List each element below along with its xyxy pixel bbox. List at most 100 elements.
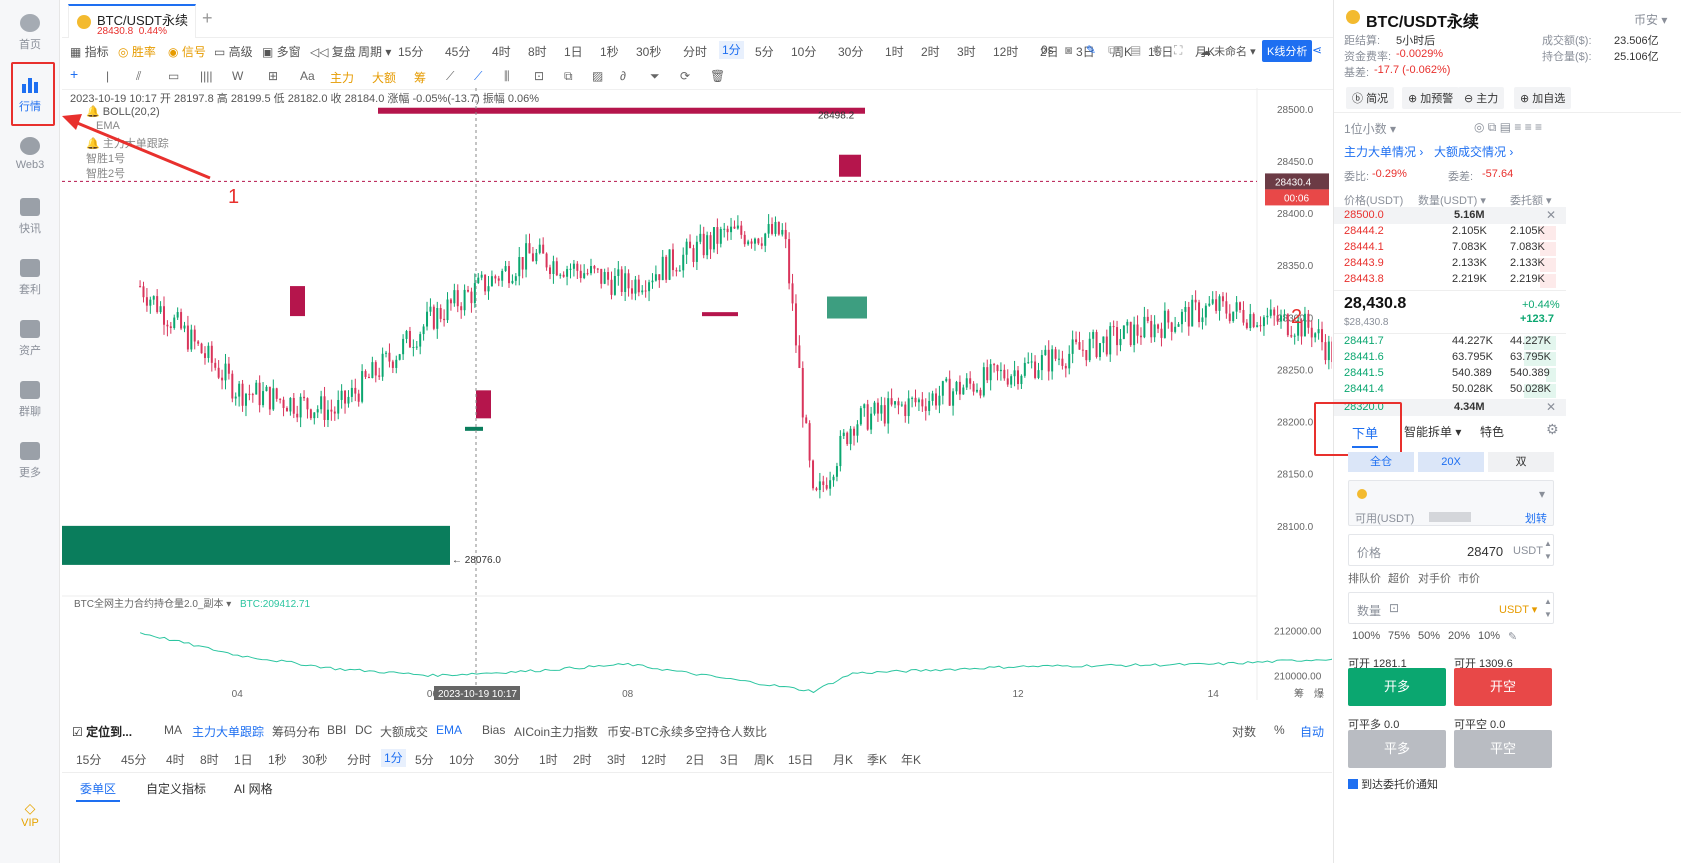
orderbook-row[interactable]: 28443.9 2.133K 2.133K bbox=[1334, 257, 1556, 273]
smart1-label[interactable]: 智胜1号 bbox=[86, 153, 126, 165]
advanced-button[interactable]: ▭ 高级 bbox=[214, 45, 253, 59]
kline-analysis-button[interactable]: K线分析 bbox=[1262, 40, 1313, 62]
popout-icon[interactable]: ⧉ bbox=[1108, 43, 1117, 57]
candle-icon[interactable]: ⫼ bbox=[504, 69, 510, 83]
measure-icon[interactable]: ⊞ bbox=[268, 69, 279, 83]
price-chart[interactable]: 28500.0 28450.0 28400.0 28350.0 28300.0 28250… bbox=[62, 88, 1332, 700]
ind-ma[interactable]: MA bbox=[164, 723, 182, 737]
account-select[interactable]: ▾ 可用(USDT) 划转 bbox=[1348, 480, 1554, 526]
over-price-option[interactable]: 超价 bbox=[1388, 573, 1410, 585]
bottom-interval-12[interactable]: 1时 bbox=[539, 753, 558, 767]
bottom-interval-10[interactable]: 10分 bbox=[449, 753, 475, 767]
chip-tool[interactable]: 筹 bbox=[414, 71, 427, 85]
open-short-button[interactable]: 开空 bbox=[1454, 668, 1552, 706]
bottom-interval-21[interactable]: 季K bbox=[867, 753, 888, 767]
copy-icon[interactable]: ⧉ bbox=[564, 69, 573, 83]
crosshair-icon[interactable]: + bbox=[70, 66, 79, 82]
interval-17[interactable]: 3日 bbox=[1076, 45, 1095, 59]
locate-button[interactable]: ☑ 定位到... bbox=[72, 725, 133, 739]
bigorder-tool[interactable]: 大额 bbox=[372, 71, 397, 85]
bottom-interval-15[interactable]: 12时 bbox=[641, 753, 667, 767]
ind-bigtrade[interactable]: 大额成交 bbox=[380, 725, 429, 739]
log-scale-toggle[interactable]: 对数 bbox=[1232, 725, 1257, 739]
interval-12[interactable]: 1时 bbox=[885, 45, 904, 59]
bottom-interval-20[interactable]: 月K bbox=[833, 753, 854, 767]
stepper-icon[interactable]: ▲ ▼ bbox=[1544, 539, 1552, 561]
ema-label[interactable]: EMA bbox=[96, 120, 120, 132]
ind-dc[interactable]: DC bbox=[355, 723, 373, 737]
trash-icon[interactable]: 🗑 bbox=[710, 69, 726, 83]
bottom-interval-2[interactable]: 4时 bbox=[166, 753, 185, 767]
tab-special[interactable]: 特色 bbox=[1480, 425, 1505, 439]
price-value[interactable]: 28470 bbox=[1467, 544, 1504, 559]
replay-button[interactable]: ◁◁ 复盘 bbox=[310, 45, 356, 59]
interval-11[interactable]: 30分 bbox=[838, 45, 864, 59]
lock-icon[interactable]: ⊡ bbox=[534, 69, 545, 83]
rectangle-icon[interactable]: ▭ bbox=[168, 69, 180, 83]
orderbook-row[interactable]: 28443.8 2.219K 2.219K bbox=[1334, 273, 1556, 289]
quantity-input[interactable]: 数量 ⊡ USDT ▾ ▲ ▼ bbox=[1348, 592, 1554, 624]
close-icon[interactable]: ✕ bbox=[1546, 400, 1557, 414]
interval-7[interactable]: 分时 bbox=[683, 45, 708, 59]
tab-orders[interactable]: 委单区 bbox=[76, 780, 121, 802]
nav-arbitrage[interactable]: 套利 bbox=[0, 259, 60, 297]
ob-head-amount[interactable]: 委托额 ▾ bbox=[1510, 195, 1552, 207]
ind-ema[interactable]: EMA bbox=[436, 723, 463, 737]
period-dropdown[interactable]: 周期 ▾ bbox=[358, 45, 392, 59]
bottom-interval-13[interactable]: 2时 bbox=[573, 753, 592, 767]
interval-15[interactable]: 12时 bbox=[993, 45, 1019, 59]
bottom-interval-7[interactable]: 分时 bbox=[347, 753, 372, 767]
interval-5[interactable]: 1秒 bbox=[600, 45, 619, 59]
bottom-interval-22[interactable]: 年K bbox=[901, 753, 922, 767]
nav-more[interactable]: 更多 bbox=[0, 442, 60, 480]
camera-icon[interactable]: ◙ bbox=[1065, 43, 1073, 57]
settings-gear-icon[interactable]: ⚙ bbox=[1546, 421, 1559, 437]
interval-18[interactable]: 周K bbox=[1112, 45, 1133, 59]
settings-gear-icon[interactable]: ⚙ bbox=[1152, 43, 1163, 57]
bottom-interval-5[interactable]: 1秒 bbox=[268, 753, 287, 767]
interval-8[interactable]: 1分 bbox=[719, 41, 744, 59]
orderbook-row[interactable]: 28441.5 540.389 540.389 bbox=[1334, 367, 1556, 383]
ind-bias[interactable]: Bias bbox=[482, 723, 506, 737]
ob-head-qty[interactable]: 数量(USDT) ▾ bbox=[1418, 195, 1486, 207]
interval-13[interactable]: 2时 bbox=[921, 45, 940, 59]
fib-icon[interactable]: |||| bbox=[200, 69, 213, 83]
wave-icon[interactable]: W bbox=[232, 69, 244, 83]
interval-16[interactable]: 2日 bbox=[1040, 45, 1059, 59]
interval-3[interactable]: 8时 bbox=[528, 45, 547, 59]
nav-web3[interactable]: Web3 bbox=[0, 137, 60, 171]
edit-icon[interactable]: ✎ bbox=[1508, 631, 1518, 643]
interval-10[interactable]: 10分 bbox=[791, 45, 817, 59]
notify-checkbox[interactable]: 到达委托价通知 bbox=[1348, 776, 1438, 792]
ind-bbi[interactable]: BBI bbox=[327, 723, 347, 737]
counter-price-option[interactable]: 对手价 bbox=[1418, 573, 1451, 585]
filter-icon[interactable]: ⏷ bbox=[650, 69, 660, 83]
sync-icon[interactable]: ⟳ bbox=[680, 69, 691, 83]
summary-button[interactable]: ⓑ 简况 bbox=[1346, 87, 1395, 109]
market-price-option[interactable]: 市价 bbox=[1458, 573, 1480, 585]
bottom-interval-1[interactable]: 45分 bbox=[121, 753, 147, 767]
alert-button[interactable]: ⊕ 加预警 bbox=[1402, 87, 1460, 109]
tab-custom-indicator[interactable]: 自定义指标 bbox=[146, 782, 207, 796]
price-input[interactable]: 价格 28470 USDT ▲ ▼ bbox=[1348, 534, 1554, 566]
auto-toggle[interactable]: 自动 bbox=[1300, 725, 1325, 739]
text-tool[interactable]: Aa bbox=[300, 69, 315, 83]
interval-19[interactable]: 15日 bbox=[1148, 45, 1174, 59]
tab-ai-grid[interactable]: AI 网格 bbox=[234, 782, 273, 796]
indicator-button[interactable]: ▦ 指标 bbox=[70, 45, 109, 59]
mainforce-orders-link[interactable]: 主力大单情况 › bbox=[1344, 145, 1424, 159]
nav-vip[interactable]: ◇ VIP bbox=[0, 800, 60, 829]
ask-big-row[interactable]: 28500.0 5.16M ✕ bbox=[1334, 207, 1566, 224]
ruler-icon[interactable]: ⟋ bbox=[446, 69, 455, 83]
interval-1[interactable]: 45分 bbox=[445, 45, 471, 59]
leverage-button[interactable]: 20X bbox=[1418, 452, 1484, 472]
bottom-interval-4[interactable]: 1日 bbox=[234, 753, 253, 767]
tab-smart-split[interactable]: 智能拆单 ▾ bbox=[1404, 425, 1462, 439]
bottom-interval-8[interactable]: 1分 bbox=[381, 749, 406, 767]
bottom-interval-11[interactable]: 30分 bbox=[494, 753, 520, 767]
close-short-button[interactable]: 平空 bbox=[1454, 730, 1552, 768]
pen-icon[interactable]: ✎ bbox=[1086, 43, 1097, 57]
orderbook-tools[interactable]: ◎ ⧉ ▤ ≡ ≡ ≡ bbox=[1474, 120, 1543, 134]
interval-9[interactable]: 5分 bbox=[755, 45, 774, 59]
bottom-interval-0[interactable]: 15分 bbox=[76, 753, 102, 767]
